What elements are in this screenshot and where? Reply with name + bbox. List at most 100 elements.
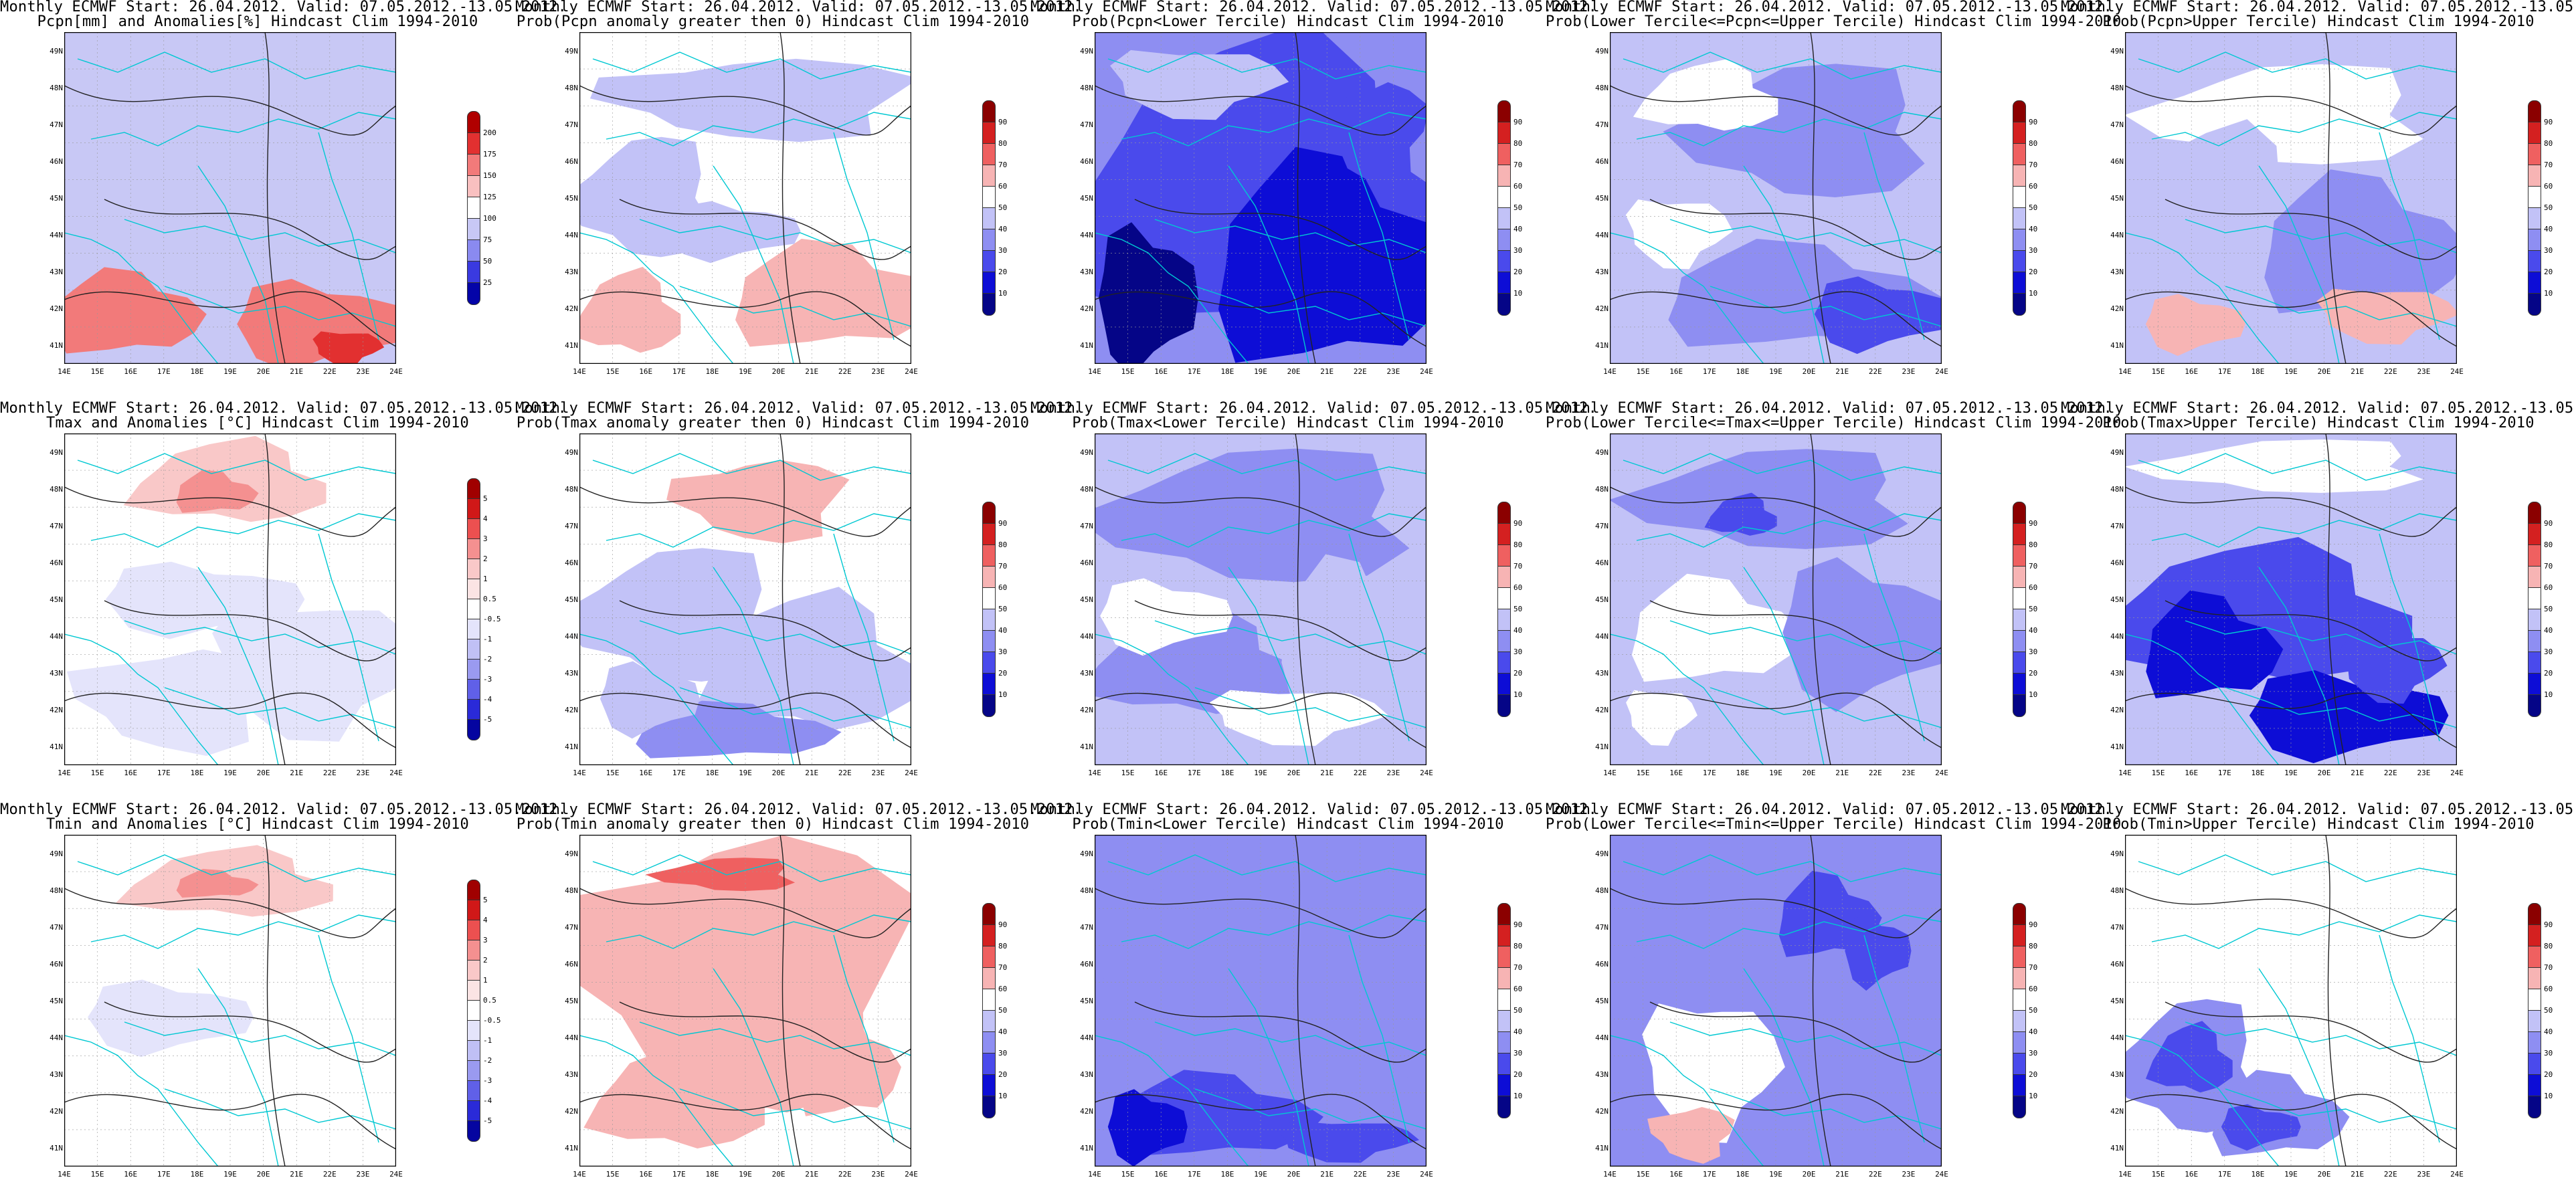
lon-label: 15E	[1121, 367, 1135, 376]
lon-label: 14E	[1088, 769, 1101, 777]
lon-label: 22E	[2383, 367, 2397, 376]
map-area	[579, 835, 911, 1167]
colorbar-tick-label: 40	[1513, 1027, 1523, 1036]
lon-label: 22E	[2383, 769, 2397, 777]
shaded-area	[64, 267, 207, 354]
colorbar-segment	[1497, 694, 1511, 717]
lon-label: 16E	[1669, 367, 1683, 376]
colorbar-tick-label: 70	[2029, 562, 2038, 571]
colorbar-segment	[2013, 630, 2026, 653]
panel-title-line2: Tmax and Anomalies [°C] Hindcast Clim 19…	[46, 415, 469, 431]
lon-label: 17E	[2217, 367, 2231, 376]
colorbar-segment	[1497, 100, 1511, 123]
lat-label: 48N	[565, 484, 578, 494]
coastline	[2258, 567, 2340, 765]
shaded-area	[2316, 288, 2457, 344]
coastline	[1743, 165, 1825, 364]
contour-line	[1810, 32, 1831, 364]
lat-label: 48N	[1595, 83, 1608, 92]
lon-label: 17E	[157, 367, 171, 376]
colorbar-segment	[2528, 122, 2541, 144]
lon-label: 18E	[2251, 1170, 2265, 1179]
colorbar-tick-label: 10	[2544, 690, 2553, 699]
lat-label: 48N	[1595, 484, 1608, 494]
lat-label: 46N	[565, 157, 578, 166]
lat-label: 49N	[565, 447, 578, 457]
lon-label: 16E	[2185, 1170, 2199, 1179]
panel-title-line1: Monthly ECMWF Start: 26.04.2012. Valid: …	[0, 0, 567, 15]
lon-label: 18E	[705, 1170, 719, 1179]
colorbar-segment	[467, 980, 480, 1001]
coastline	[77, 453, 396, 481]
panel-title-line2: Prob(Lower Tercile<=Tmax<=Upper Tercile)…	[1546, 415, 2122, 431]
colorbar-segment	[467, 699, 480, 720]
panel-title-line1: Monthly ECMWF Start: 26.04.2012. Valid: …	[1030, 400, 1598, 417]
colorbar-segment	[2528, 1031, 2541, 1054]
panel-pcpn-anomaly: Monthly ECMWF Start: 26.04.2012. Valid: …	[0, 0, 567, 401]
colorbar-tick-label: 50	[483, 257, 492, 266]
lat-label: 42N	[2110, 304, 2124, 314]
colorbar-tick-label: 20	[2544, 669, 2553, 678]
lat-label: 49N	[1595, 447, 1608, 457]
colorbar-tick-label: 25	[483, 278, 492, 287]
contour-line	[2325, 835, 2347, 1167]
lon-label: 16E	[1669, 1170, 1683, 1179]
colorbar-tick-label: 90	[1513, 920, 1523, 929]
colorbar-segment	[2013, 143, 2026, 166]
coastline	[1623, 453, 1942, 481]
panel-title: Monthly ECMWF Start: 26.04.2012. Valid: …	[515, 803, 1082, 832]
contour-line	[104, 600, 396, 662]
colorbar-segment	[2013, 229, 2026, 252]
coastline	[606, 513, 911, 548]
map-area	[1095, 32, 1427, 364]
panel-title: Monthly ECMWF Start: 26.04.2012. Valid: …	[0, 0, 567, 29]
map-frame	[64, 835, 396, 1167]
lon-label: 23E	[871, 769, 885, 777]
lon-label: 14E	[2118, 367, 2132, 376]
colorbar-segment	[2013, 186, 2026, 209]
lat-label: 45N	[1080, 997, 1093, 1005]
colorbar-segment	[982, 544, 996, 567]
colorbar-tick-label: -2	[483, 1056, 492, 1065]
contour-line	[264, 433, 286, 765]
colorbar-segment	[982, 946, 996, 969]
coastline	[1228, 165, 1309, 364]
shaded-area	[1281, 554, 1419, 698]
lat-label: 44N	[565, 1033, 578, 1043]
colorbar-tick-label: 40	[2544, 1027, 2553, 1036]
colorbar-segment	[982, 694, 996, 717]
colorbar-segment	[982, 100, 996, 123]
coastline	[1228, 968, 1309, 1167]
lon-label: 23E	[356, 367, 370, 376]
contour-line	[1095, 888, 1427, 938]
colorbar-segment	[467, 261, 480, 284]
coastline	[1095, 633, 1249, 765]
colorbar-tick-label: 40	[998, 626, 1008, 635]
colorbar-segment	[467, 1040, 480, 1062]
coastline	[833, 533, 895, 742]
colorbar-segment	[2528, 989, 2541, 1011]
lon-label: 22E	[1868, 367, 1882, 376]
coastline	[197, 567, 279, 765]
colorbar-segment	[2013, 100, 2026, 123]
lat-label: 44N	[2110, 632, 2124, 641]
map-svg	[579, 32, 911, 364]
lon-label: 16E	[1154, 367, 1168, 376]
lat-label: 45N	[50, 194, 63, 203]
lon-label: 22E	[1868, 769, 1882, 777]
colorbar-segment	[2013, 1031, 2026, 1054]
contour-line	[2165, 1001, 2457, 1063]
colorbar-segment	[2528, 1074, 2541, 1097]
lon-label: 23E	[356, 769, 370, 777]
map-svg	[64, 32, 396, 364]
contour-line	[1134, 199, 1427, 260]
colorbar-segment	[982, 587, 996, 610]
lat-label: 47N	[50, 521, 63, 530]
colorbar-segment	[2013, 651, 2026, 674]
lat-label: 49N	[1595, 46, 1608, 56]
coastline	[592, 854, 911, 882]
colorbar-segment	[467, 218, 480, 241]
coastline	[1636, 914, 1942, 949]
lon-label: 24E	[905, 367, 918, 376]
colorbar-tick-label: 60	[2544, 583, 2553, 592]
